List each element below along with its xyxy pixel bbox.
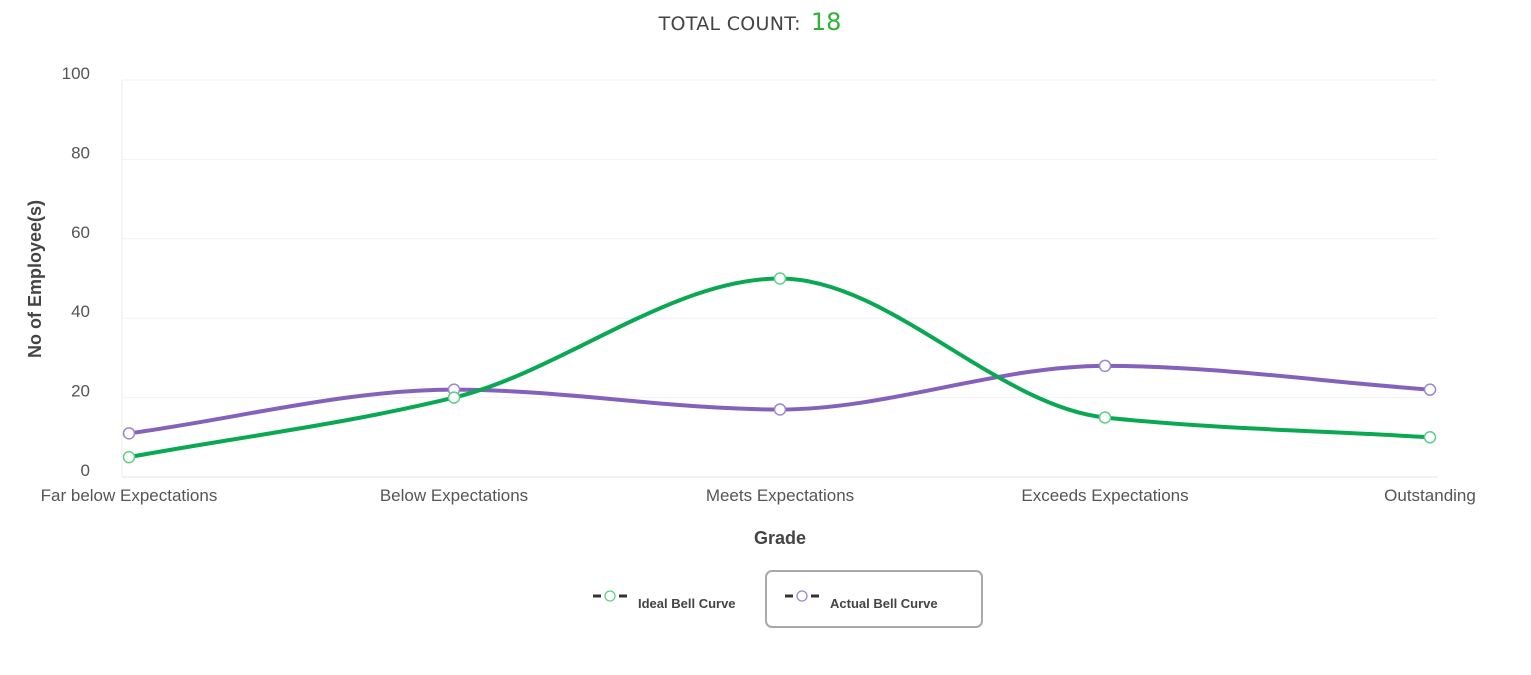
y-tick-labels: 0 20 40 60 80 100 (62, 64, 90, 480)
x-axis-title: Grade (754, 528, 806, 548)
y-tick-label: 60 (71, 223, 90, 242)
y-tick-label: 0 (81, 461, 90, 480)
y-axis-title: No of Employee(s) (25, 200, 45, 358)
x-tick-label: Far below Expectations (41, 486, 218, 505)
x-tick-labels: Far below Expectations Below Expectations… (41, 486, 1476, 505)
data-point[interactable] (773, 403, 787, 416)
data-point[interactable] (1098, 359, 1112, 373)
legend-label: Actual Bell Curve (830, 596, 938, 611)
legend-marker-icon (604, 590, 616, 602)
x-tick-label: Outstanding (1384, 486, 1476, 505)
data-point[interactable] (1098, 411, 1112, 424)
grid-lines (121, 79, 1437, 478)
data-point[interactable] (1423, 383, 1437, 396)
x-tick-label: Meets Expectations (706, 486, 854, 505)
total-count-header: TOTAL COUNT: 18 (0, 8, 1500, 36)
data-point[interactable] (1423, 431, 1437, 444)
total-count-label: TOTAL COUNT: (658, 13, 801, 35)
legend-label: Ideal Bell Curve (638, 596, 736, 611)
y-tick-label: 40 (71, 302, 90, 321)
data-point[interactable] (122, 450, 136, 464)
series-ideal-bell-curve (127, 276, 1432, 460)
total-count-value: 18 (810, 8, 842, 36)
legend-item-ideal-bell-curve[interactable]: Ideal Bell Curve (593, 590, 736, 611)
legend-marker-icon (796, 590, 808, 602)
y-tick-label: 80 (71, 143, 90, 162)
series-line (127, 276, 1432, 460)
legend-item-actual-bell-curve[interactable]: Actual Bell Curve (785, 590, 938, 611)
y-tick-label: 20 (71, 382, 90, 401)
y-tick-label: 100 (62, 64, 90, 83)
data-point[interactable] (773, 272, 787, 285)
x-tick-label: Below Expectations (380, 486, 528, 505)
data-point[interactable] (122, 427, 136, 440)
legend: Ideal Bell Curve Actual Bell Curve (593, 570, 983, 628)
series-lines (122, 272, 1437, 464)
data-point[interactable] (447, 391, 461, 404)
x-tick-label: Exceeds Expectations (1021, 486, 1188, 505)
legend-item-highlight-box (765, 570, 983, 628)
